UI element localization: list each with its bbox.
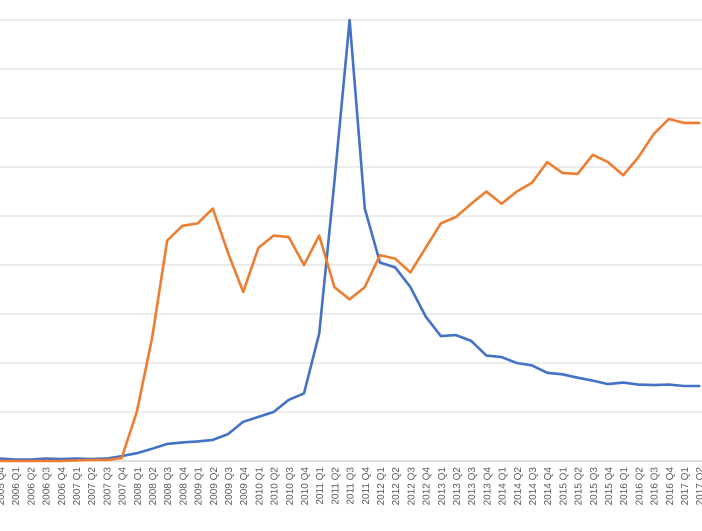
x-tick-label: 2009 Q1 — [194, 467, 205, 506]
x-tick-label: 2014 Q3 — [528, 467, 539, 506]
x-tick-label: 2010 Q1 — [254, 467, 265, 506]
x-tick-label: 2011 Q3 — [346, 467, 357, 505]
x-tick-label: 2017 Q1 — [680, 467, 691, 506]
x-tick-label: 2008 Q1 — [133, 467, 144, 506]
x-tick-label: 2012 Q1 — [376, 467, 387, 506]
x-tick-label: 2016 Q2 — [634, 467, 645, 506]
x-tick-label: 2006 Q3 — [42, 467, 53, 506]
x-tick-label: 2016 Q3 — [650, 467, 661, 506]
x-tick-label: 2008 Q3 — [163, 467, 174, 506]
x-tick-label: 2008 Q4 — [178, 467, 189, 506]
x-tick-label: 2015 Q1 — [558, 467, 569, 506]
x-tick-label: 2007 Q1 — [72, 467, 83, 506]
x-tick-label: 2017 Q2 — [695, 467, 702, 506]
x-tick-label: 2012 Q2 — [391, 467, 402, 506]
x-tick-label: 2007 Q2 — [87, 467, 98, 506]
x-tick-label: 2009 Q3 — [224, 467, 235, 506]
x-tick-label: 2009 Q4 — [239, 467, 250, 506]
x-tick-label: 2007 Q3 — [102, 467, 113, 506]
x-tick-label: 2013 Q1 — [437, 467, 448, 506]
x-tick-label: 2015 Q3 — [589, 467, 600, 506]
x-tick-label: 2015 Q4 — [604, 467, 615, 506]
x-tick-label: 2010 Q4 — [300, 467, 311, 506]
series-lines — [0, 18, 701, 463]
x-tick-label: 2011 Q4 — [361, 467, 372, 505]
x-tick-label: 2011 Q2 — [330, 467, 341, 505]
x-tick-label: 2012 Q4 — [422, 467, 433, 506]
x-tick-labels: 2005 Q4 2006 Q1 2006 Q2 2006 Q3 2006 Q4 2007 … — [0, 467, 702, 506]
x-tick-label: 2013 Q3 — [467, 467, 478, 506]
x-tick-label: 2014 Q4 — [543, 467, 554, 506]
x-tick-label: 2008 Q2 — [148, 467, 159, 506]
x-tick-label: 2009 Q2 — [209, 467, 220, 506]
x-tick-label: 2006 Q1 — [11, 467, 22, 506]
x-tick-label: 2010 Q2 — [270, 467, 281, 506]
x-tick-label: 2014 Q2 — [513, 467, 524, 506]
x-tick-label: 2014 Q1 — [498, 467, 509, 506]
x-tick-label: 2007 Q4 — [118, 467, 129, 506]
x-tick-label: 2016 Q1 — [619, 467, 630, 506]
x-tick-label: 2010 Q3 — [285, 467, 296, 506]
x-tick-label: 2015 Q2 — [574, 467, 585, 506]
x-tick-label: 2012 Q3 — [406, 467, 417, 506]
series-line-2 — [0, 117, 701, 463]
x-tick-label: 2006 Q4 — [57, 467, 68, 506]
x-tick-label: 2013 Q4 — [482, 467, 493, 506]
series-line-1 — [0, 18, 701, 461]
x-tick-label: 2005 Q4 — [0, 467, 7, 506]
x-tick-label: 2011 Q1 — [315, 467, 326, 505]
x-tick-label: 2016 Q4 — [665, 467, 676, 506]
gridlines — [0, 19, 702, 462]
x-tick-label: 2006 Q2 — [26, 467, 37, 506]
x-tick-label: 2013 Q2 — [452, 467, 463, 506]
